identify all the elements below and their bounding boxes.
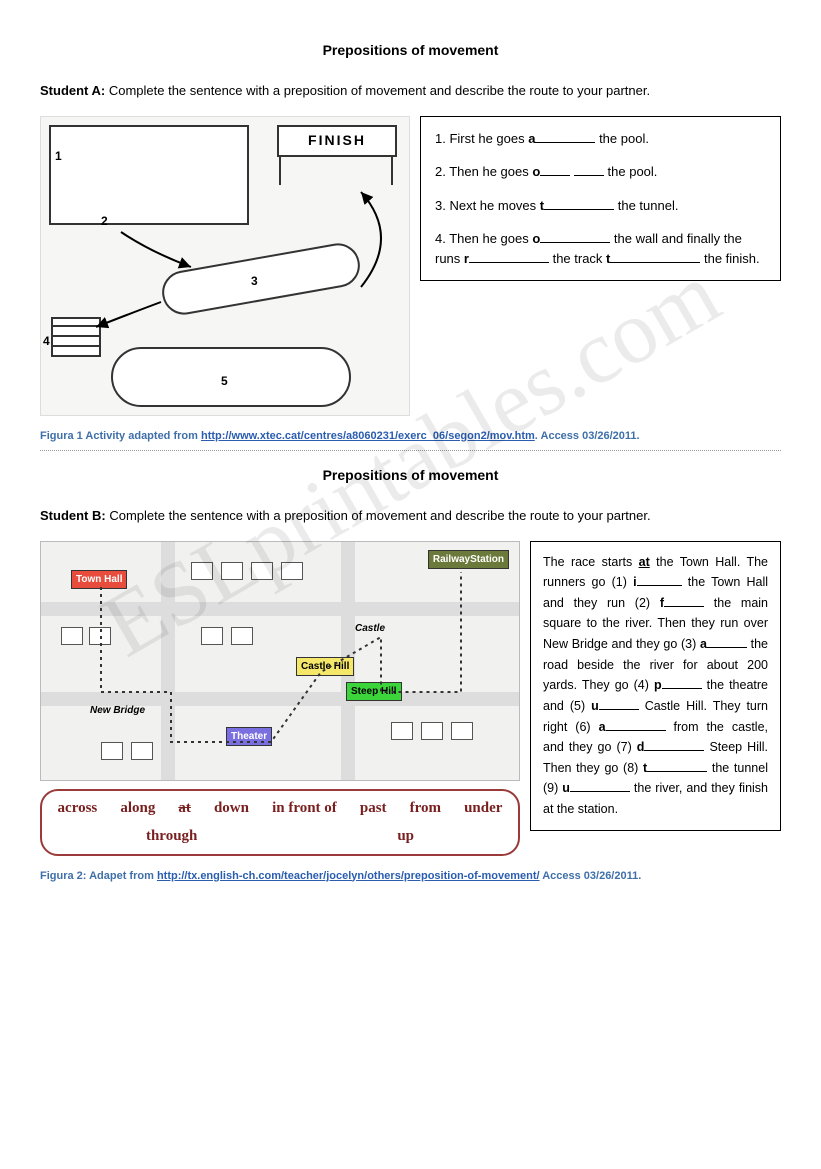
caption-a: Figura 1 Activity adapted from http://ww…: [40, 428, 781, 445]
caption-b-access: Access 03/26/2011.: [540, 870, 642, 882]
q1-tail: the pool.: [595, 131, 649, 146]
wordbank-item: across: [58, 797, 98, 820]
q4-text: 4. Then he goes: [435, 231, 532, 246]
q2: 2. Then he goes o the pool.: [435, 162, 766, 182]
q4-tail: the finish.: [700, 251, 759, 266]
wordbank-item: along: [120, 797, 155, 820]
wordbank-item: at: [178, 797, 191, 820]
word-bank: across alongatdown in front of past from unde…: [40, 789, 520, 856]
blank[interactable]: [664, 594, 704, 607]
student-a-label: Student A:: [40, 83, 105, 98]
p-b6: a: [599, 720, 606, 734]
q4-mid2: the track: [549, 251, 606, 266]
caption-b-prefix: Figura 2: Adapet from: [40, 870, 157, 882]
title-b: Prepositions of movement: [40, 465, 781, 486]
task-box-a: 1. First he goes a the pool. 2. Then he …: [420, 116, 781, 282]
q3-text: 3. Next he moves: [435, 198, 540, 213]
wordbank-item: under: [464, 797, 502, 820]
wordbank-item: up: [397, 825, 414, 848]
q4-letter: o: [532, 231, 540, 246]
caption-a-access: . Access 03/26/2011.: [535, 430, 640, 442]
blank[interactable]: [610, 250, 700, 263]
q4: 4. Then he goes o the wall and finally t…: [435, 229, 766, 268]
q2-text: 2. Then he goes: [435, 164, 532, 179]
blank[interactable]: [535, 130, 595, 143]
p-b7: d: [637, 740, 645, 754]
row-a: FINISH 1 2 3 4 5 1. First he goes a the …: [40, 116, 781, 416]
p-b3: a: [700, 637, 707, 651]
blank[interactable]: [540, 230, 610, 243]
student-b-label: Student B:: [40, 508, 106, 523]
wordbank-item: past: [360, 797, 387, 820]
caption-b-link[interactable]: http://tx.english-ch.com/teacher/jocelyn…: [157, 870, 540, 882]
illustration-b-wrap: Town Hall RailwayStation Castle Castle H…: [40, 541, 520, 856]
q2-letter: o: [532, 164, 540, 179]
illustration-a: FINISH 1 2 3 4 5: [40, 116, 410, 416]
wordbank-item: through: [146, 825, 197, 848]
p-b4: p: [654, 678, 662, 692]
blank[interactable]: [644, 739, 704, 752]
q1: 1. First he goes a the pool.: [435, 129, 766, 149]
blank[interactable]: [599, 697, 639, 710]
row-b: Town Hall RailwayStation Castle Castle H…: [40, 541, 781, 856]
instruction-a-text: Complete the sentence with a preposition…: [105, 83, 650, 98]
map-b: Town Hall RailwayStation Castle Castle H…: [40, 541, 520, 781]
instruction-b: Student B: Complete the sentence with a …: [40, 506, 781, 526]
blank[interactable]: [647, 759, 707, 772]
q3-tail: the tunnel.: [614, 198, 678, 213]
p-b5: u: [591, 699, 599, 713]
task-box-b: The race starts at the Town Hall. The ru…: [530, 541, 781, 831]
q1-letter: a: [528, 131, 535, 146]
wordbank-item: in front of: [272, 797, 337, 820]
blank[interactable]: [574, 163, 604, 176]
p-at: at: [639, 555, 650, 569]
route-svg: [41, 542, 520, 781]
wordbank-item: from: [410, 797, 441, 820]
blank[interactable]: [707, 636, 747, 649]
instruction-b-text: Complete the sentence with a preposition…: [106, 508, 651, 523]
caption-a-prefix: Figura 1 Activity adapted from: [40, 430, 201, 442]
title-a: Prepositions of movement: [40, 40, 781, 61]
p-t0: The race starts: [543, 555, 639, 569]
caption-b: Figura 2: Adapet from http://tx.english-…: [40, 868, 781, 885]
blank[interactable]: [637, 574, 682, 587]
separator: [40, 450, 781, 451]
blank[interactable]: [469, 250, 549, 263]
q2-tail: the pool.: [604, 164, 658, 179]
blank[interactable]: [544, 197, 614, 210]
blank[interactable]: [662, 677, 702, 690]
blank[interactable]: [606, 718, 666, 731]
arrows-svg: [41, 117, 411, 417]
q3: 3. Next he moves t the tunnel.: [435, 196, 766, 216]
p-b9: u: [562, 781, 570, 795]
blank[interactable]: [540, 163, 570, 176]
caption-a-link[interactable]: http://www.xtec.cat/centres/a8060231/exe…: [201, 430, 535, 442]
wordbank-item: down: [214, 797, 249, 820]
instruction-a: Student A: Complete the sentence with a …: [40, 81, 781, 101]
blank[interactable]: [570, 780, 630, 793]
q1-text: 1. First he goes: [435, 131, 528, 146]
